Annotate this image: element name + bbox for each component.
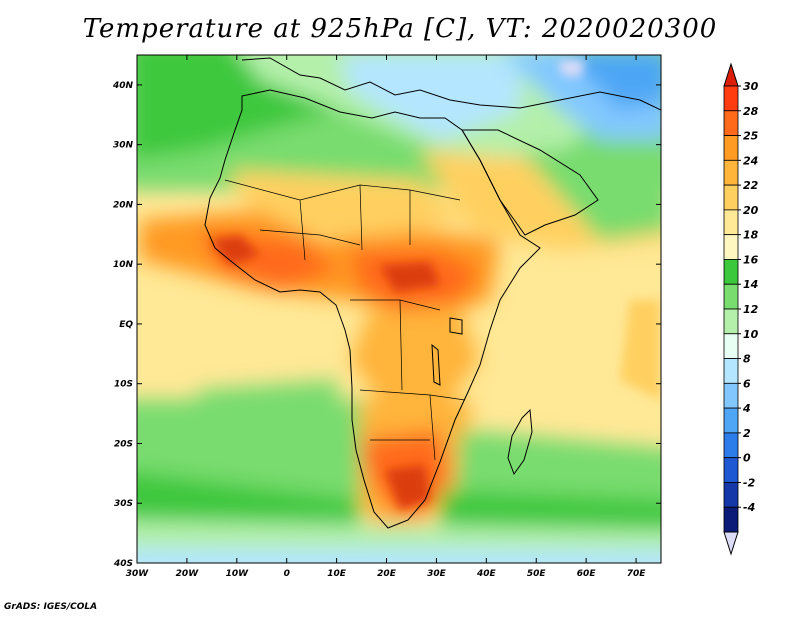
- colorbar-label: 25: [743, 130, 759, 143]
- colorbar-label: 8: [743, 353, 751, 366]
- lat-tick-label: 30S: [114, 499, 133, 509]
- colorbar-label: 2: [743, 427, 751, 440]
- colorbar-swatch: [723, 234, 739, 260]
- lon-tick-label: 30W: [126, 569, 150, 579]
- lon-tick-label: 30E: [427, 569, 447, 579]
- lat-tick-label: EQ: [119, 320, 133, 330]
- lon-tick-label: 60E: [577, 569, 597, 579]
- colorbar-label: 30: [743, 80, 759, 93]
- colorbar-label: 10: [743, 328, 759, 341]
- colorbar-label: 20: [743, 204, 759, 217]
- lat-tick-label: 20N: [113, 200, 134, 210]
- coastline: [204, 89, 541, 529]
- lon-tick-label: 70E: [627, 569, 647, 579]
- lat-tick-label: 40N: [112, 81, 134, 91]
- colorbar-swatch: [723, 85, 739, 112]
- lon-tick-label: 50E: [527, 569, 547, 579]
- latitude-axis: 40N 30N 20N 10N EQ 10S 20S 30S 40S: [112, 81, 661, 569]
- madagascar-outline: [507, 408, 533, 476]
- colorbar-label: 28: [743, 105, 759, 118]
- colorbar-swatch: [723, 259, 739, 285]
- map-frame: [136, 54, 662, 564]
- page-title: Temperature at 925hPa [C], VT: 202002030…: [82, 14, 718, 44]
- border-lines: [224, 179, 466, 461]
- lon-tick-label: 10W: [226, 569, 250, 579]
- colorbar-swatch: [723, 432, 739, 459]
- lon-tick-label: 40E: [476, 569, 497, 579]
- longitude-axis: 30W 20W 10W 0 10E 20E 30E 40E 50E 60E 70E: [126, 55, 646, 579]
- colorbar-swatch: [723, 333, 739, 359]
- europe-outline: [241, 57, 661, 111]
- colorbar-swatch: [723, 506, 739, 533]
- lon-tick-label: 20E: [377, 569, 397, 579]
- colorbar-swatch: [723, 209, 739, 236]
- colorbar-label: 18: [743, 229, 759, 242]
- colorbar-label: 4: [742, 402, 751, 415]
- colorbar-swatch: [723, 110, 739, 136]
- colorbar-label: -4: [743, 501, 755, 514]
- colorbar-label: 22: [743, 179, 759, 192]
- colorbar-swatch: [723, 407, 739, 434]
- lon-tick-label: 10E: [327, 569, 347, 579]
- colorbar-swatch: [723, 382, 739, 409]
- colorbar-label: 12: [743, 303, 759, 316]
- colorbar-label: 6: [743, 377, 751, 390]
- lat-tick-label: 40S: [113, 559, 133, 569]
- lat-tick-label: 10N: [113, 260, 134, 270]
- colorbar-swatch: [723, 135, 739, 161]
- colorbar-swatch: [723, 457, 739, 483]
- arabia-outline: [461, 129, 599, 236]
- lake-victoria: [449, 317, 463, 335]
- colorbar-swatch: [723, 283, 739, 310]
- colorbar-label: 16: [743, 253, 759, 266]
- colorbar-max-arrow: [723, 62, 739, 87]
- colorbar-min-arrow: [723, 531, 739, 556]
- colorbar-swatch: [723, 308, 739, 335]
- lake-tanganyika: [431, 343, 441, 386]
- footer-credit: GrADS: IGES/COLA: [4, 602, 98, 612]
- colorbar-swatch: [723, 482, 739, 508]
- colorbar-swatch: [723, 184, 739, 211]
- lat-tick-label: 10S: [114, 380, 133, 390]
- colorbar-swatch: [723, 358, 739, 384]
- temperature-field: [137, 55, 661, 563]
- lon-tick-label: 20W: [176, 569, 200, 579]
- colorbar-label: 24: [743, 154, 758, 167]
- colorbar-label: 14: [743, 278, 758, 291]
- lat-tick-label: 20S: [114, 439, 133, 449]
- colorbar-label: -2: [743, 476, 756, 489]
- lon-tick-label: 0: [284, 569, 290, 579]
- lat-tick-label: 30N: [113, 141, 134, 151]
- colorbar-label: 0: [743, 452, 751, 465]
- colorbar-swatch: [723, 159, 739, 186]
